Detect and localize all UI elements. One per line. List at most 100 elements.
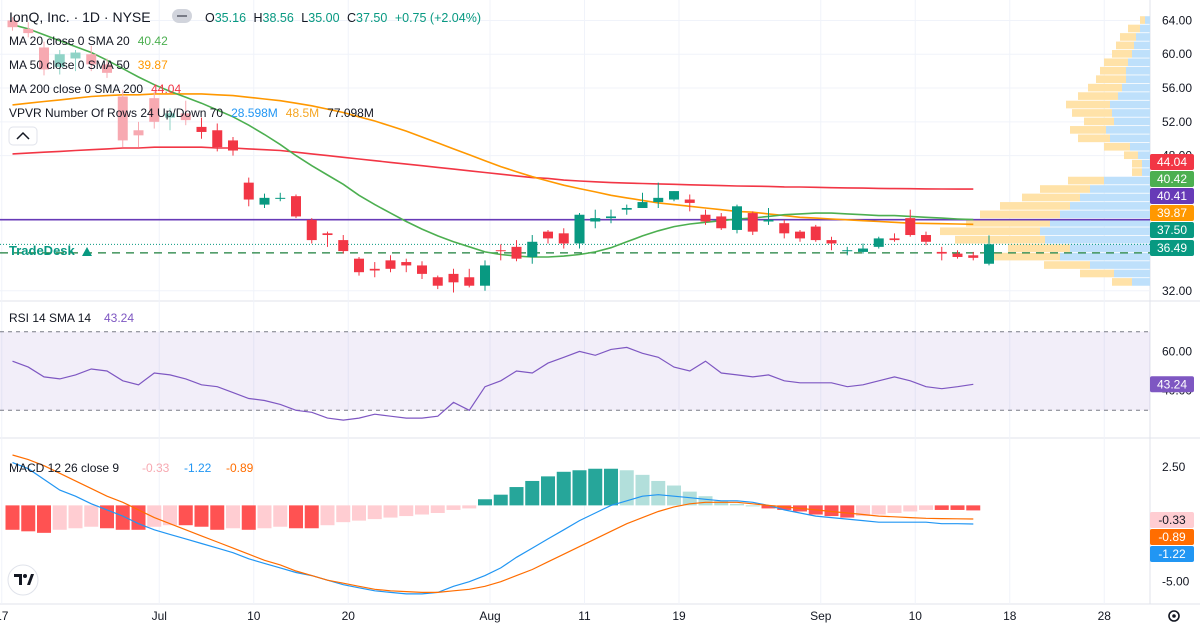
- candle-body: [653, 197, 664, 203]
- price-tick-label: 60.00: [1162, 47, 1192, 61]
- symbol-title[interactable]: IonQ, Inc. · 1D · NYSE: [9, 9, 151, 25]
- candle: [936, 246, 947, 261]
- moving-averages: [12, 23, 974, 258]
- legend-value: 28.598M: [231, 106, 278, 120]
- candle-body: [889, 238, 900, 241]
- vp-row-up: [1132, 168, 1142, 176]
- time-axis: 17 Jul 10 20 Aug 11 19 Sep 10 18 28: [0, 609, 1111, 623]
- macd-histogram-bar: [572, 470, 587, 506]
- candle: [212, 123, 223, 152]
- macd-histogram-bar: [84, 505, 99, 527]
- macd-histogram-bar: [210, 505, 225, 530]
- candle: [322, 231, 333, 247]
- candle-body: [480, 265, 490, 286]
- vp-row-down: [1114, 117, 1150, 126]
- vp-row-up: [1040, 185, 1090, 193]
- candle-body: [621, 207, 632, 210]
- eye-icon[interactable]: [172, 9, 192, 23]
- vp-row-down: [1045, 235, 1150, 244]
- macd-histogram-bar: [37, 505, 51, 533]
- candle-body: [291, 196, 301, 217]
- vp-row-up: [1112, 278, 1132, 286]
- macd-histogram-bar: [556, 471, 571, 506]
- vp-row-up: [1008, 244, 1070, 252]
- macd-value: -1.22: [184, 461, 212, 475]
- candle-body: [527, 241, 538, 257]
- candle: [590, 209, 601, 229]
- time-tick-label: 18: [1003, 609, 1017, 623]
- vp-row-down: [1128, 58, 1150, 67]
- volume-profile: [940, 16, 1150, 286]
- macd-histogram-bar: [777, 505, 792, 510]
- tradingview-logo[interactable]: [7, 564, 39, 596]
- candle-body: [716, 216, 727, 229]
- macd-histogram-bar: [934, 505, 949, 510]
- candle: [921, 231, 931, 246]
- macd-histogram-bar: [194, 505, 209, 527]
- candle-body: [196, 126, 207, 132]
- macd-histogram-bar: [509, 487, 524, 506]
- vp-row-up: [1044, 261, 1090, 269]
- candle-body: [763, 219, 774, 222]
- candle-body: [732, 206, 742, 230]
- candle: [7, 17, 18, 31]
- price-label-box: [1150, 171, 1194, 187]
- time-tick-label: Sep: [810, 609, 832, 623]
- candle: [133, 121, 144, 148]
- price-label-text: 37.50: [1157, 223, 1187, 237]
- macd-histogram-bar: [100, 505, 114, 529]
- candle: [39, 41, 49, 76]
- candle-body: [968, 255, 979, 258]
- candle: [606, 209, 616, 224]
- vp-row-up: [1140, 16, 1145, 24]
- candle: [810, 224, 821, 242]
- candle-body: [574, 214, 585, 244]
- candle: [669, 191, 679, 202]
- macd-pane: MACD 12 26 close 9 -0.33 -1.22 -0.89: [5, 454, 981, 595]
- macd-histogram-bar: [367, 505, 382, 520]
- macd-histogram-bar: [651, 480, 666, 506]
- candle: [858, 243, 868, 254]
- legend-value: 44.04: [151, 82, 181, 96]
- candle: [165, 108, 175, 131]
- candle-body: [369, 268, 380, 271]
- candle-body: [606, 216, 616, 219]
- candle-body: [558, 233, 569, 244]
- macd-histogram-bar: [399, 505, 414, 517]
- macd-histogram-bar: [525, 480, 540, 506]
- triangle-up-icon: [82, 247, 92, 256]
- vp-row-down: [1130, 142, 1150, 151]
- vp-row-down: [1104, 176, 1150, 185]
- collapse-legend-button[interactable]: [8, 126, 38, 146]
- vp-row-up: [1000, 202, 1070, 210]
- vp-row-down: [1080, 193, 1150, 202]
- price-label-text: 39.87: [1157, 206, 1187, 220]
- vp-row-down: [1132, 278, 1150, 286]
- macd-histogram-bar: [115, 505, 130, 530]
- vp-row-up: [1112, 50, 1132, 58]
- macd-last-label: -1.22: [1150, 546, 1194, 562]
- macd-histogram-bar: [446, 505, 461, 510]
- candle-body: [432, 277, 443, 286]
- legend-item: VPVR Number Of Rows 24 Up/Down 70 28.598M…: [9, 106, 374, 120]
- ma200-line: [12, 146, 974, 190]
- candle: [842, 246, 853, 256]
- candles[interactable]: [7, 17, 995, 293]
- candle-body: [401, 262, 412, 266]
- candle: [117, 89, 128, 148]
- candle-body: [826, 240, 837, 244]
- settings-gear-icon[interactable]: [1168, 610, 1180, 622]
- macd-histogram-bar: [840, 505, 855, 518]
- vp-row-down: [1136, 33, 1150, 41]
- rsi-pane: RSI 14 SMA 14 43.24: [0, 311, 1150, 421]
- price-label-box: [1150, 154, 1194, 170]
- candle: [54, 50, 65, 75]
- candle: [338, 235, 349, 254]
- ohlc-open: 35.16: [215, 11, 246, 25]
- signal-line: [12, 454, 974, 593]
- candle-body: [275, 197, 286, 199]
- vp-row-down: [1138, 151, 1150, 160]
- macd-last-label: -0.89: [1150, 529, 1194, 545]
- time-tick-label: 10: [909, 609, 923, 623]
